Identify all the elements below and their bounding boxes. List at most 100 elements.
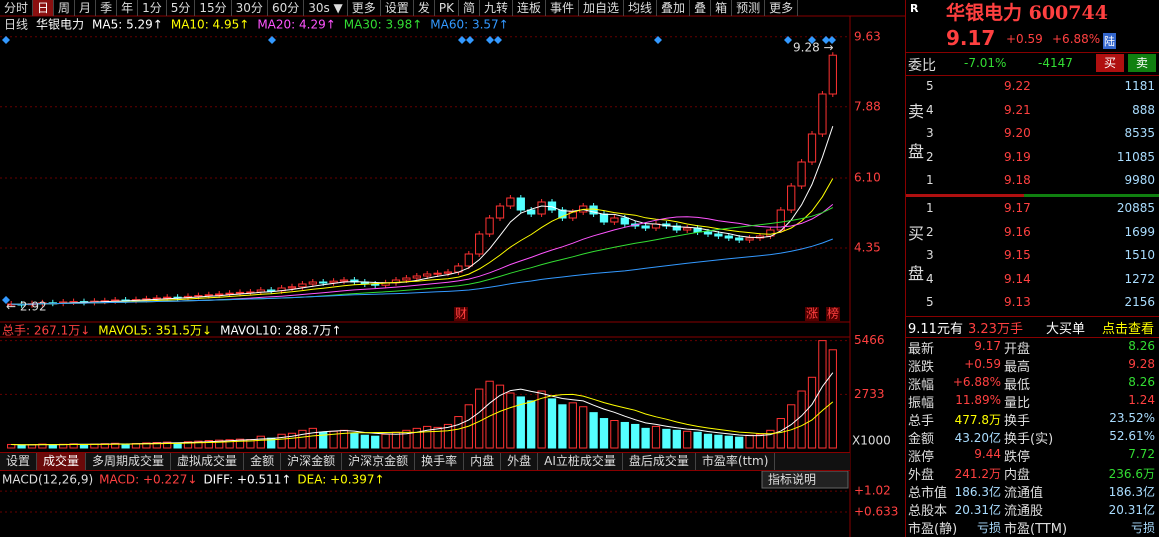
tool-button[interactable]: PK <box>435 0 459 16</box>
candle <box>298 283 307 288</box>
period-tab[interactable]: 1分 <box>138 0 167 16</box>
volume-bar <box>475 388 484 449</box>
volume-bar <box>371 435 380 449</box>
stat-value: 241.2万 <box>954 467 1001 481</box>
period-tab[interactable]: 更多 <box>348 0 381 16</box>
tool-button[interactable]: 更多 <box>765 0 799 16</box>
volume-bar <box>79 444 89 449</box>
volume-bar <box>256 435 265 449</box>
indicator-tab[interactable]: 成交量 <box>37 453 87 470</box>
tool-button[interactable]: 连板 <box>513 0 546 16</box>
book-volume: 9980 <box>1124 173 1155 187</box>
tool-button[interactable]: 发 <box>414 0 435 16</box>
volume-bar <box>724 435 733 449</box>
candle <box>412 275 421 279</box>
ma-legend: MA60: 3.57↑ <box>430 18 508 32</box>
period-tab[interactable]: 年 <box>117 0 139 16</box>
indicator-tab[interactable]: 多周期成交量 <box>86 453 172 470</box>
volume-bar <box>412 427 421 449</box>
indicator-tab[interactable]: 沪深京金额 <box>342 453 416 470</box>
stat-label: 开盘 <box>1004 342 1031 357</box>
volume-bar <box>142 442 151 449</box>
period-tab[interactable]: 15分 <box>195 0 232 16</box>
event-marker <box>2 36 10 44</box>
event-tag: 财 <box>455 307 467 321</box>
stat-value: 亏损 <box>1130 521 1155 535</box>
indicator-tab[interactable]: 设置 <box>0 453 38 470</box>
volume-bar <box>828 349 837 449</box>
volume-bar <box>215 439 224 449</box>
volume-bar <box>818 340 827 449</box>
high-label: 9.28 → <box>793 41 834 55</box>
volume-bar <box>735 436 744 449</box>
indicator-tab[interactable]: AI立桩成交量 <box>538 453 623 470</box>
buy-button[interactable]: 买 <box>1096 54 1124 72</box>
indicator-tab[interactable]: 盘后成交量 <box>623 453 696 470</box>
period-tab[interactable]: 日 <box>33 0 55 16</box>
indicator-tab[interactable]: 换手率 <box>415 453 465 470</box>
macd-header: DEA: +0.397↑ <box>297 473 384 487</box>
book-level: 4 <box>926 102 934 117</box>
period-tab[interactable]: 30s ▼ <box>304 0 348 16</box>
indicator-tab[interactable]: 沪深金额 <box>281 453 343 470</box>
volume-bar <box>454 416 463 449</box>
indicator-tab[interactable]: 内盘 <box>464 453 502 470</box>
period-tab[interactable]: 设置 <box>381 0 414 16</box>
book-side-label: 盘 <box>908 264 925 283</box>
period-tab[interactable]: 周 <box>54 0 76 16</box>
book-level: 1 <box>926 173 934 187</box>
candle <box>443 271 453 274</box>
book-price: 9.13 <box>1004 295 1031 309</box>
candle <box>267 289 276 292</box>
volume-bar <box>225 439 234 449</box>
sell-button[interactable]: 卖 <box>1128 54 1156 72</box>
book-price: 9.21 <box>1004 102 1031 117</box>
stat-value: 186.3亿 <box>954 485 1001 499</box>
volume-bar <box>745 434 754 449</box>
volume-bar <box>714 434 723 449</box>
stat-label: 内盘 <box>1004 468 1031 483</box>
candle <box>516 197 525 211</box>
candle <box>308 281 317 285</box>
separator <box>906 337 1159 338</box>
period-tab[interactable]: 月 <box>75 0 97 16</box>
volume-bar <box>579 406 588 449</box>
indicator-tab[interactable]: 金额 <box>244 453 282 470</box>
candle <box>495 205 505 219</box>
indicator-tab[interactable]: 虚拟成交量 <box>171 453 245 470</box>
y-tick-label: +0.633 <box>854 504 898 518</box>
period-tab[interactable]: 60分 <box>268 0 305 16</box>
event-marker <box>784 36 792 44</box>
book-level: 5 <box>926 79 934 93</box>
tool-button[interactable]: 叠加 <box>657 0 691 16</box>
indicator-tab[interactable]: 外盘 <box>501 453 539 470</box>
candle <box>163 296 172 299</box>
candle <box>776 209 785 231</box>
period-tab[interactable]: 5分 <box>167 0 196 16</box>
quote-panel: R 华银电力 600744 9.17 +0.59 +6.88% 陆委比 -7.01% -414… <box>905 0 1159 537</box>
tool-button[interactable]: 箱 <box>711 0 733 16</box>
tool-button[interactable]: 事件 <box>546 0 580 16</box>
stat-value: 477.8万 <box>954 413 1001 427</box>
book-volume: 1181 <box>1124 79 1155 93</box>
tool-button[interactable]: 九转 <box>480 0 513 16</box>
volume-bar <box>547 398 557 449</box>
tool-button[interactable]: 预测 <box>732 0 766 16</box>
candle <box>215 293 224 296</box>
tool-button[interactable]: 叠 <box>690 0 712 16</box>
indicator-tab[interactable]: 市盈率(ttm) <box>696 453 776 470</box>
stat-label: 涨幅 <box>908 378 935 393</box>
period-tab[interactable]: 分时 <box>0 0 34 16</box>
period-tab[interactable]: 30分 <box>232 0 268 16</box>
tool-button[interactable]: 加自选 <box>579 0 625 16</box>
volume-bar <box>641 427 650 449</box>
indicator-button[interactable] <box>761 470 849 489</box>
indicator-button-label: 指标说明 <box>768 472 816 487</box>
volume-bar <box>693 431 702 449</box>
tool-button[interactable]: 均线 <box>624 0 658 16</box>
tool-button[interactable]: 简 <box>459 0 480 16</box>
stat-label: 最新 <box>908 342 935 357</box>
period-tab[interactable]: 季 <box>96 0 118 16</box>
ma-legend: MA5: 5.29↑ <box>92 18 163 32</box>
